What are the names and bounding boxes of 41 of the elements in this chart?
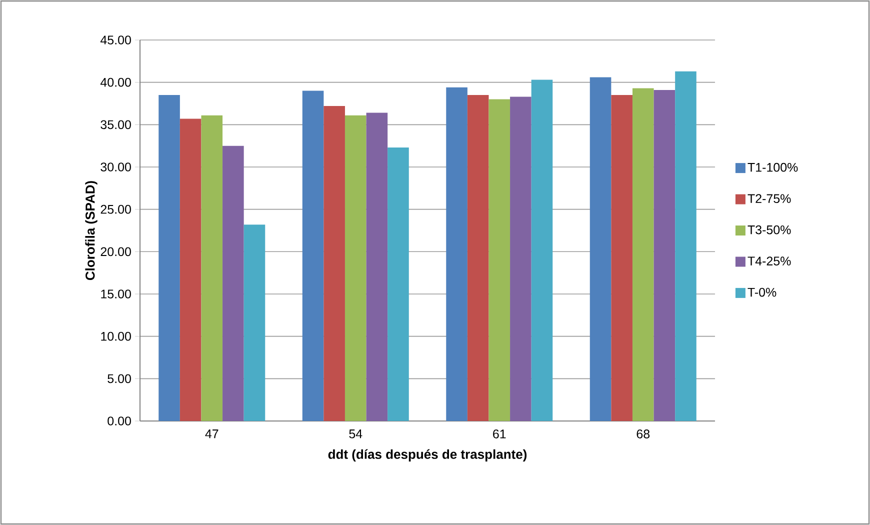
y-axis-title: Clorofila (SPAD) bbox=[85, 181, 98, 280]
y-tick-label: 25.00 bbox=[100, 204, 131, 214]
legend-label: T2-75% bbox=[748, 194, 791, 204]
bar bbox=[467, 95, 489, 421]
y-tick-label: 40.00 bbox=[100, 78, 131, 87]
y-tick-label: 20.00 bbox=[100, 247, 131, 256]
y-tick-label: 15.00 bbox=[101, 290, 131, 298]
bar bbox=[158, 95, 180, 421]
legend-label: T-0% bbox=[748, 288, 776, 297]
bar bbox=[632, 88, 654, 421]
bar bbox=[531, 80, 553, 421]
bar bbox=[222, 146, 244, 421]
bar bbox=[388, 148, 409, 421]
bar bbox=[488, 99, 510, 421]
x-tick-label: 61 bbox=[493, 430, 506, 438]
y-tick-label: 0.00 bbox=[108, 416, 131, 426]
bar bbox=[302, 90, 324, 421]
bar bbox=[446, 87, 468, 421]
bar bbox=[590, 77, 612, 421]
x-axis-title: ddt (días después de trasplante) bbox=[328, 449, 527, 462]
legend-label: T3-50% bbox=[748, 225, 791, 234]
x-tick-label: 54 bbox=[349, 430, 362, 438]
x-tick-label: 68 bbox=[636, 430, 650, 438]
bar bbox=[510, 96, 532, 421]
bar bbox=[611, 95, 632, 421]
bar bbox=[675, 71, 696, 421]
legend-label: T4-25% bbox=[748, 256, 791, 266]
x-tick-label: 47 bbox=[205, 430, 218, 438]
bar bbox=[654, 90, 676, 421]
y-tick-label: 45.00 bbox=[100, 36, 131, 44]
y-tick-label: 5.00 bbox=[108, 374, 131, 384]
bar bbox=[366, 112, 388, 421]
legend-label: T1-100% bbox=[748, 162, 798, 172]
y-tick-label: 35.00 bbox=[100, 120, 131, 130]
bar bbox=[244, 224, 266, 421]
y-tick-label: 10.00 bbox=[101, 332, 131, 341]
bar bbox=[180, 118, 202, 421]
bar bbox=[324, 106, 345, 421]
bar bbox=[201, 115, 223, 421]
y-tick-label: 30.00 bbox=[100, 162, 131, 172]
bar bbox=[344, 115, 366, 421]
